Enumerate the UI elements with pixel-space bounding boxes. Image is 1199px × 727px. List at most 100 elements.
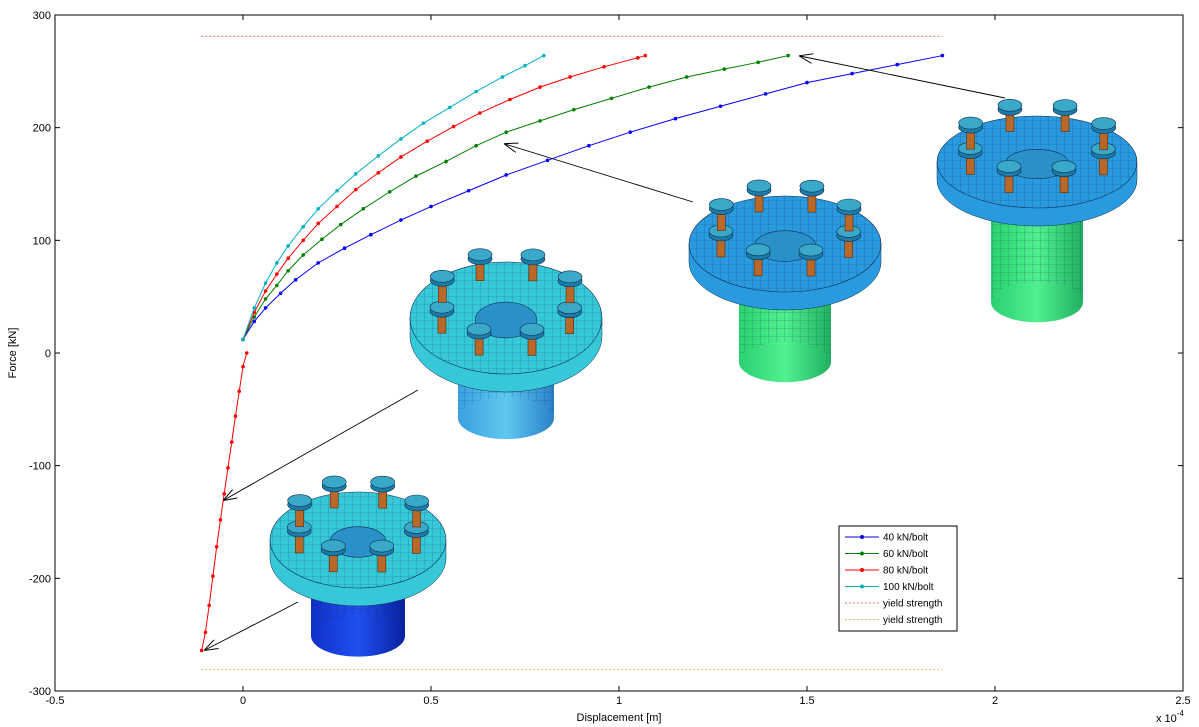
series-point	[504, 173, 509, 177]
flange-tube-base	[458, 396, 554, 440]
flange-illustrations	[269, 99, 1138, 657]
series-point	[263, 306, 268, 310]
series-point	[354, 187, 358, 192]
series-point	[609, 96, 614, 101]
x-axis-multiplier: x 10-4	[1156, 709, 1184, 725]
series-point	[718, 104, 723, 109]
legend-label: 80 kN/bolt	[883, 566, 928, 577]
compression-point	[233, 414, 238, 418]
legend-label: 100 kN/bolt	[883, 582, 934, 593]
flange-illustration-100	[269, 475, 447, 657]
series-point	[568, 75, 572, 79]
series-point	[756, 60, 760, 65]
series-point	[895, 62, 900, 67]
series-point	[301, 253, 305, 257]
series-point	[275, 261, 279, 265]
series-point	[805, 80, 809, 85]
bolt-head-top	[519, 323, 545, 336]
series-point	[252, 306, 257, 310]
legend-entry: 40 kN/bolt	[845, 533, 928, 544]
legend-label: yield strength	[883, 615, 942, 626]
bolt-head-top	[287, 494, 312, 507]
legend-marker	[860, 551, 864, 556]
flange-tube-base	[739, 341, 831, 383]
annotation-arrow	[205, 601, 299, 650]
series-point	[376, 170, 381, 175]
series-point	[444, 159, 448, 164]
bolt-head-top	[799, 179, 825, 193]
series-point	[338, 222, 343, 227]
y-tick-label: 100	[33, 235, 51, 247]
y-tick-label: 0	[45, 348, 51, 360]
annotation-arrows	[205, 56, 1006, 650]
y-axis-label: Force [kN]	[7, 328, 19, 379]
bolt-head-top	[429, 300, 455, 314]
series-point	[466, 188, 471, 193]
series-point	[448, 105, 452, 110]
bolt-head-top	[836, 198, 862, 212]
compression-point	[199, 648, 204, 653]
series-point	[286, 268, 290, 273]
yield-lines	[201, 35, 943, 671]
series-point	[399, 137, 403, 141]
x-multiplier-exponent: -4	[1177, 709, 1185, 718]
bolt-head-top	[466, 322, 492, 336]
compression-point	[229, 440, 234, 444]
bolt-head-top	[430, 269, 455, 283]
series-4	[241, 53, 546, 342]
series-point	[252, 319, 257, 324]
legend-label: 40 kN/bolt	[883, 533, 928, 544]
annotation-arrow	[505, 144, 694, 203]
flange-tube-base	[991, 281, 1083, 323]
series-point	[940, 53, 945, 58]
bolt-head-top	[1052, 99, 1078, 112]
legend-marker	[860, 535, 864, 539]
series-point	[643, 53, 648, 58]
bolt-head-top	[1051, 160, 1077, 173]
series-point	[429, 204, 433, 209]
flange-illustration-80	[409, 248, 603, 440]
series-point	[628, 130, 633, 134]
series-1	[241, 53, 945, 342]
y-tick-label: -100	[29, 461, 51, 473]
series-point	[301, 225, 305, 229]
series-point	[369, 232, 373, 237]
series-point	[252, 315, 257, 319]
series-point	[673, 116, 678, 121]
x-tick-label: 2	[992, 695, 998, 707]
series-point	[263, 289, 268, 293]
compression-point	[241, 364, 245, 369]
x-tick-label: 0.5	[423, 695, 438, 707]
bolt-head-top	[996, 160, 1022, 173]
legend-entry: 60 kN/bolt	[845, 549, 928, 560]
bolt-head-top	[798, 243, 824, 257]
bolt-head-top	[557, 301, 582, 315]
series-point	[399, 218, 403, 222]
series-point	[320, 237, 324, 242]
series-lines	[241, 53, 945, 342]
series-point	[647, 85, 651, 89]
series-point	[361, 206, 366, 211]
series-point	[602, 65, 606, 69]
series-point	[335, 204, 339, 209]
series-point	[263, 297, 268, 301]
flange-illustration-40	[936, 99, 1138, 323]
series-point	[538, 85, 542, 89]
bolt-head-top	[745, 243, 771, 257]
series-point	[542, 53, 546, 58]
legend-box	[838, 525, 958, 632]
legend-entry: 80 kN/bolt	[845, 566, 928, 577]
series-point	[786, 53, 790, 58]
compression-point	[222, 492, 226, 496]
series-point	[421, 121, 426, 125]
series-point	[425, 139, 430, 143]
y-tick-label: 200	[33, 123, 51, 135]
series-point	[275, 272, 279, 276]
legend-entry: yield strength	[845, 615, 942, 626]
series-point	[286, 256, 290, 261]
legend-marker	[860, 584, 864, 589]
compression-point	[207, 603, 211, 608]
series-point	[850, 71, 854, 76]
series-point	[636, 56, 640, 60]
